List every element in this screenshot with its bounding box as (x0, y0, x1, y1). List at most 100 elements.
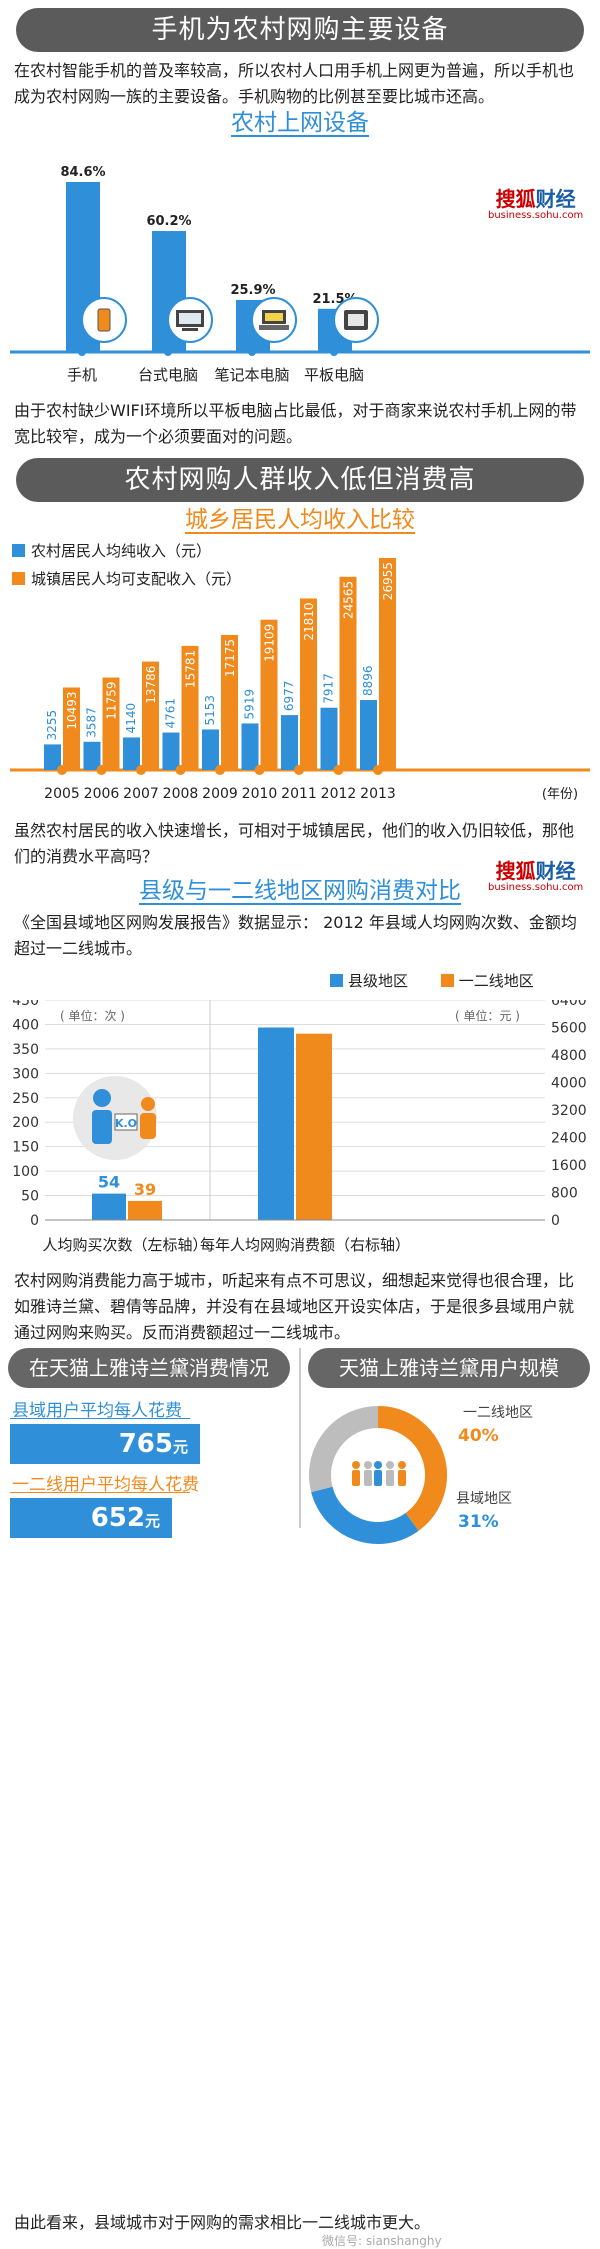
rural-value-label: 3255 (45, 710, 59, 741)
county-count-bar (92, 1193, 126, 1220)
donut-city-label: 一二线地区 (463, 1405, 533, 1421)
sohu-logo-2: 搜狐财经 business.sohu.com (488, 859, 584, 893)
person-icon-body (352, 1470, 360, 1486)
urban-value-label: 21810 (302, 602, 316, 640)
left-tick-label: 150 (12, 1140, 39, 1156)
right-axis-unit: ( 单位：元 ) (455, 1008, 520, 1023)
right-tick-label: 4000 (551, 1076, 587, 1092)
county-money-bar (258, 1027, 294, 1220)
income-year-label: 2008 (163, 786, 199, 802)
urban-value-label: 15781 (184, 650, 198, 688)
urban-bar (221, 634, 238, 770)
county-spend-label: 县域用户平均每人花费 (12, 1401, 182, 1421)
right-tick-label: 6400 (551, 1000, 587, 1009)
conclusion: 由此看来，县域城市对于网购的需求相比一二线城市更大。 (14, 2213, 431, 2232)
rural-value-label: 4761 (164, 698, 178, 729)
rural-bar (281, 715, 298, 770)
device-chart-title: 农村上网设备 (231, 110, 369, 136)
urban-bar (102, 677, 120, 770)
income-axis-dot (136, 765, 146, 775)
person-body-icon (92, 1110, 112, 1144)
left-tick-label: 450 (12, 1000, 39, 1009)
compare-category-label: 人均购买次数（左标轴） (42, 1236, 207, 1254)
rural-value-label: 3587 (85, 707, 99, 738)
income-axis-dot (96, 765, 107, 775)
urban-value-label: 19109 (263, 624, 277, 662)
rural-bar (320, 707, 338, 770)
city-count-label: 39 (134, 1180, 156, 1199)
urban-bar (142, 661, 159, 770)
income-year-label: 2012 (321, 786, 357, 802)
rural-bar (360, 700, 377, 770)
city-underline (10, 1492, 190, 1493)
rural-value-label: 8896 (361, 665, 375, 696)
income-chart: 3255 10493 2005 3587 11759 2006 4140 13786 2007 4… (10, 558, 590, 802)
compare-chart: 0 50 100 150 200 250 300 350 400 450 0 800 1600 2400 3… (12, 1000, 587, 1254)
panel-divider (299, 1348, 301, 1528)
section1-banner: 手机为农村网购主要设备 (16, 8, 584, 52)
right-tick-label: 2400 (551, 1131, 587, 1147)
urban-bar (260, 619, 278, 770)
urban-value-label: 17175 (223, 639, 237, 677)
urban-value-label: 13786 (144, 666, 158, 704)
right-tick-label: 5600 (551, 1021, 587, 1037)
left-tick-label: 50 (21, 1189, 39, 1205)
section1-after: 由于农村缺少WIFI环境所以平板电脑占比最低，对于商家来说农村手机上网的带宽比较… (14, 401, 577, 446)
left-tick-label: 350 (12, 1042, 39, 1058)
left-tick-label: 250 (12, 1091, 39, 1107)
device-value-label: 84.6% (60, 165, 105, 180)
device-category-label: 笔记本电脑 (214, 366, 289, 384)
urban-bar (379, 558, 396, 770)
income-axis-dot (373, 765, 383, 775)
person-icon (364, 1461, 372, 1469)
rural-value-label: 7917 (322, 673, 336, 704)
person-icon (352, 1461, 360, 1469)
left-tick-label: 400 (12, 1017, 39, 1033)
rural-value-label: 4140 (124, 703, 138, 734)
right-panel-title: 天猫上雅诗兰黛用户规模 (308, 1348, 590, 1388)
urban-bar (63, 687, 80, 770)
county-count-label: 54 (98, 1173, 120, 1192)
donut-city-value: 40% (458, 1426, 499, 1446)
income-axis-dot (294, 765, 304, 775)
rural-value-label: 5919 (243, 689, 257, 720)
mobile-phone-glyph (97, 308, 111, 332)
county-spend-bar: 765元 (10, 1424, 200, 1464)
person-body-icon (140, 1113, 156, 1139)
rural-bar (44, 744, 61, 770)
right-tick-label: 0 (551, 1213, 560, 1229)
urban-value-label: 26955 (381, 562, 395, 600)
city-spend-label: 一二线用户平均每人花费 (12, 1475, 199, 1495)
income-year-label: 2005 (44, 786, 80, 802)
urban-bar (300, 598, 317, 770)
legend-city: 一二线地区 (458, 972, 534, 990)
person-icon-body (364, 1470, 372, 1486)
income-axis-dot (57, 765, 67, 775)
urban-bar (339, 576, 357, 770)
rural-value-label: 5153 (203, 695, 217, 726)
right-tick-label: 800 (551, 1186, 578, 1202)
laptop-base-glyph (259, 325, 289, 330)
income-year-label: 2013 (360, 786, 396, 802)
compare-category-label: 每年人均网购消费额（右标轴） (200, 1236, 410, 1254)
urban-value-label: 24565 (342, 581, 356, 619)
compare-legend: 县级地区 一二线地区 (330, 970, 534, 991)
monitor-stand-glyph (182, 328, 198, 331)
person-icon-body (398, 1470, 406, 1486)
section3-intro: 《全国县域地区网购发展报告》数据显示： 2012 年县域人均网购次数、金额均超过… (14, 913, 577, 958)
ko-text: K.O (115, 1117, 137, 1130)
monitor-screen-glyph (179, 313, 201, 324)
left-tick-label: 300 (12, 1066, 39, 1082)
section2-after: 虽然农村居民的收入快速增长，可相对于城镇居民，他们的收入仍旧较低，那他们的消费水… (14, 821, 575, 866)
right-tick-label: 3200 (551, 1103, 587, 1119)
donut-county-label: 县域地区 (456, 1491, 512, 1507)
income-year-label: 2009 (202, 786, 238, 802)
income-year-label: 2010 (242, 786, 278, 802)
compare-chart-title: 县级与一二线地区网购消费对比 (139, 878, 461, 904)
legend-county: 县级地区 (348, 972, 409, 990)
donut-slice-2 (309, 1406, 379, 1493)
person-icon (398, 1461, 406, 1469)
urban-value-label: 10493 (65, 691, 79, 729)
tablet-screen-glyph (348, 314, 364, 326)
donut-slice-1 (311, 1486, 419, 1544)
